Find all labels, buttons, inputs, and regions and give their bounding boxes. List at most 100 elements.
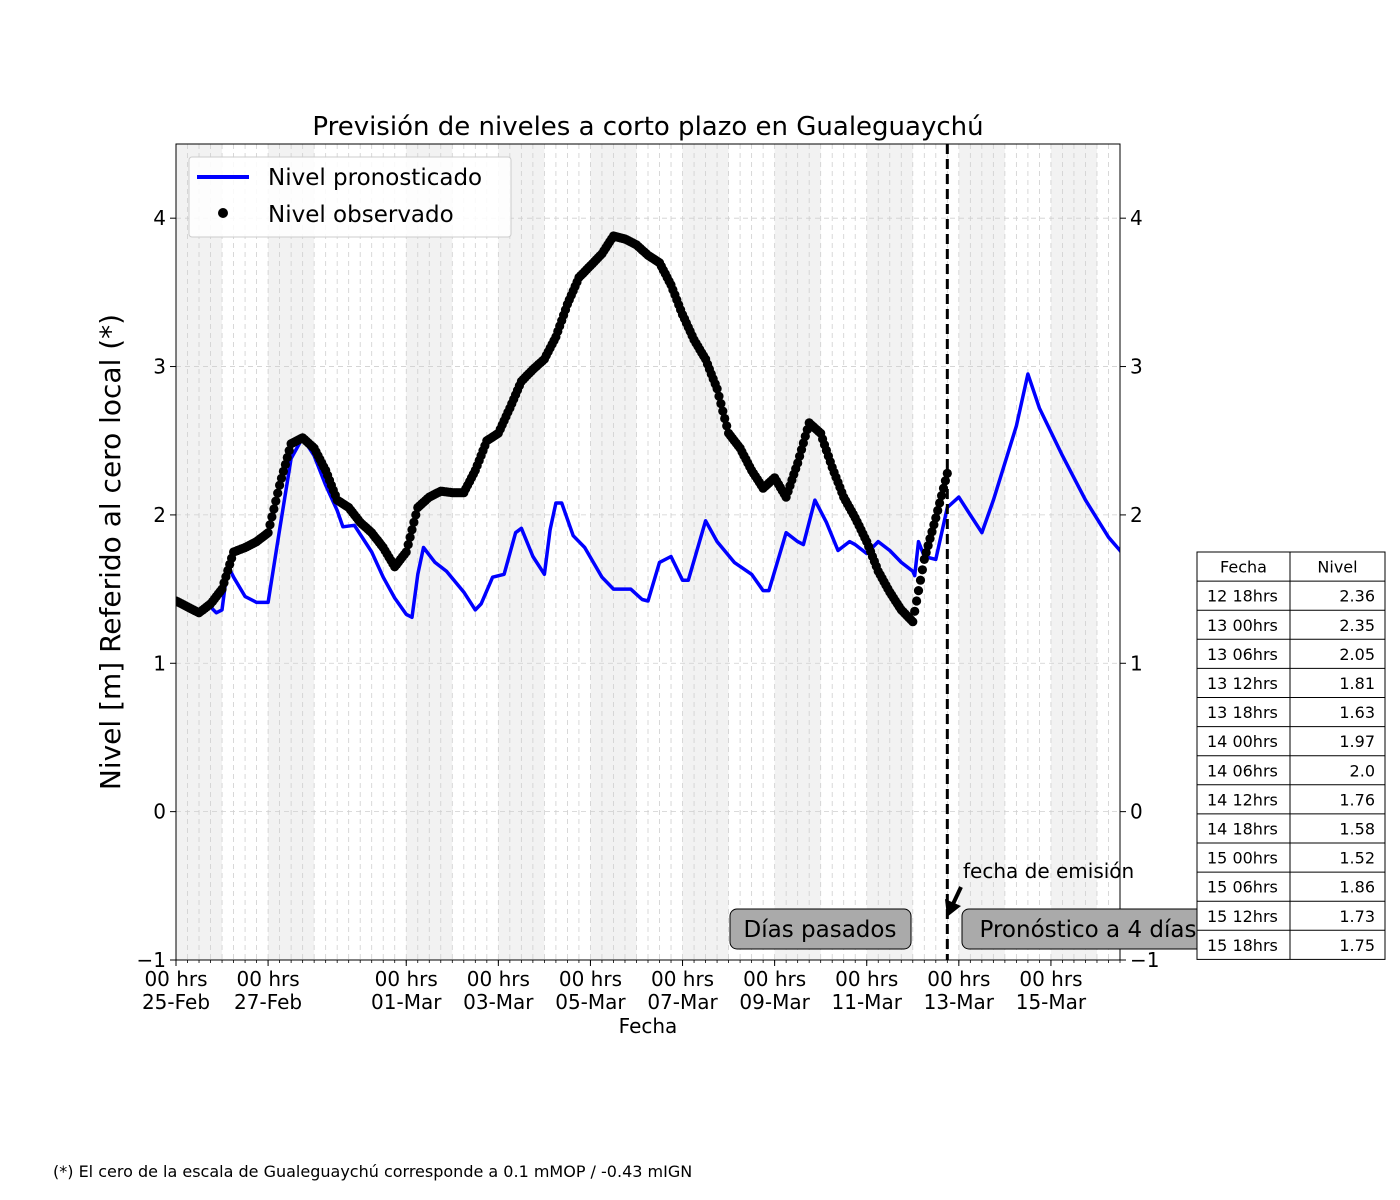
- x-tick-label-date: 15-Mar: [1016, 990, 1087, 1014]
- x-tick-label-date: 27-Feb: [234, 990, 302, 1014]
- table-cell-level: 1.75: [1339, 936, 1375, 955]
- y-axis-label: Nivel [m] Referido al cero local (*): [94, 314, 127, 790]
- table-header-nivel: Nivel: [1317, 558, 1357, 577]
- y-tick-label-left: 0: [153, 800, 166, 824]
- past-days-label: Días pasados: [744, 917, 897, 943]
- table-cell-date: 15 18hrs: [1207, 936, 1278, 955]
- forecast-table: Fecha Nivel 12 18hrs 2.36 13 00hrs 2.35 13 06h…: [1196, 551, 1386, 960]
- observed-point: [722, 421, 732, 431]
- chart-title: Previsión de niveles a corto plazo en Gu…: [312, 112, 983, 142]
- x-tick-label-hour: 00 hrs: [559, 967, 622, 991]
- observed-point: [403, 540, 413, 550]
- table-cell-level: 1.97: [1339, 732, 1375, 751]
- table-cell-level: 1.63: [1339, 703, 1375, 722]
- legend: Nivel pronosticado Nivel observado: [188, 156, 512, 238]
- y-tick-label-left: 3: [153, 355, 166, 379]
- table-cell-date: 14 06hrs: [1207, 761, 1278, 780]
- table-cell-date: 13 00hrs: [1207, 616, 1278, 635]
- table-cell-level: 2.35: [1339, 616, 1375, 635]
- y-tick-label-left: 4: [153, 206, 166, 230]
- x-tick-label-date: 07-Mar: [647, 990, 718, 1014]
- observed-point: [923, 541, 933, 551]
- x-axis-label: Fecha: [619, 1014, 678, 1038]
- observed-point: [712, 384, 722, 394]
- observed-point: [935, 498, 945, 508]
- observed-point: [265, 520, 275, 530]
- x-tick-label-date: 01-Mar: [371, 990, 442, 1014]
- observed-point: [405, 532, 415, 542]
- y-tick-label-right: 0: [1130, 800, 1143, 824]
- observed-point: [716, 399, 726, 409]
- observed-point: [919, 554, 929, 565]
- series-layer: [176, 231, 1120, 627]
- observed-point: [915, 575, 926, 585]
- observed-point: [938, 483, 949, 493]
- x-tick-label-hour: 00 hrs: [651, 967, 714, 991]
- y-tick-label-left: 1: [153, 651, 166, 675]
- table-cell-date: 14 18hrs: [1207, 819, 1278, 838]
- table-cell-date: 14 00hrs: [1207, 732, 1278, 751]
- observed-point: [267, 512, 277, 522]
- issue-date-arrow: [945, 886, 963, 917]
- observed-point: [908, 617, 918, 627]
- y-tick-label-right: 3: [1130, 355, 1143, 379]
- y-tick-label-right: −1: [1130, 948, 1159, 972]
- observed-point: [942, 468, 952, 478]
- observed-point: [718, 406, 728, 416]
- x-tick-label-hour: 00 hrs: [835, 967, 898, 991]
- x-tick-label-date: 03-Mar: [463, 990, 534, 1014]
- observed-point: [933, 505, 943, 516]
- past-days-box: Días pasados: [729, 908, 912, 950]
- table-cell-level: 1.81: [1339, 674, 1375, 693]
- observed-point: [720, 413, 730, 424]
- observed-point: [921, 547, 931, 558]
- table-cell-date: 13 06hrs: [1207, 645, 1278, 664]
- observed-point: [273, 488, 283, 498]
- observed-point: [912, 596, 922, 606]
- table-cell-level: 1.52: [1339, 849, 1375, 868]
- legend-forecast-label: Nivel pronosticado: [268, 165, 482, 191]
- observed-point: [927, 527, 937, 537]
- observed-point: [263, 528, 273, 538]
- observed-point: [917, 565, 928, 575]
- table-cell-level: 2.05: [1339, 645, 1375, 664]
- observed-point: [269, 504, 279, 514]
- x-tick-label-hour: 00 hrs: [375, 967, 438, 991]
- observed-point: [271, 496, 281, 506]
- forecast-box: Pronóstico a 4 días: [961, 908, 1214, 950]
- x-tick-label-hour: 00 hrs: [467, 967, 530, 991]
- y-tick-label-right: 4: [1130, 206, 1143, 230]
- forecast-line: [176, 372, 1120, 620]
- footnote: (*) El cero de la escala de Gualeguaychú…: [53, 1162, 693, 1181]
- table-cell-level: 1.76: [1339, 790, 1375, 809]
- observed-point: [714, 391, 724, 401]
- x-tick-label-date: 25-Feb: [142, 990, 210, 1014]
- table-cell-level: 1.73: [1339, 907, 1375, 926]
- legend-observed-swatch: [218, 208, 228, 218]
- observed-point: [409, 517, 419, 527]
- table-cell-date: 15 06hrs: [1207, 878, 1278, 897]
- observed-point: [937, 491, 947, 501]
- grid: [175, 144, 1121, 961]
- x-tick-label-date: 09-Mar: [739, 990, 810, 1014]
- observed-point: [913, 586, 924, 596]
- legend-observed-label: Nivel observado: [268, 202, 454, 228]
- table-cell-date: 15 00hrs: [1207, 849, 1278, 868]
- table-cell-date: 13 12hrs: [1207, 674, 1278, 693]
- y-tick-label-left: −1: [137, 948, 166, 972]
- observed-point: [401, 547, 411, 557]
- x-tick-label-date: 11-Mar: [832, 990, 903, 1014]
- table-cell-date: 15 12hrs: [1207, 907, 1278, 926]
- y-tick-label-left: 2: [153, 503, 166, 527]
- table-cell-level: 2.36: [1339, 587, 1375, 606]
- observed-point: [925, 534, 935, 544]
- y-tick-label-right: 1: [1130, 651, 1143, 675]
- observed-point: [276, 473, 287, 483]
- observed-point: [278, 466, 288, 476]
- table-cell-date: 14 12hrs: [1207, 790, 1278, 809]
- observed-point: [910, 606, 920, 616]
- x-tick-label-hour: 00 hrs: [927, 967, 990, 991]
- observed-point: [929, 520, 939, 530]
- observed-point: [282, 452, 292, 463]
- observed-point: [280, 459, 290, 470]
